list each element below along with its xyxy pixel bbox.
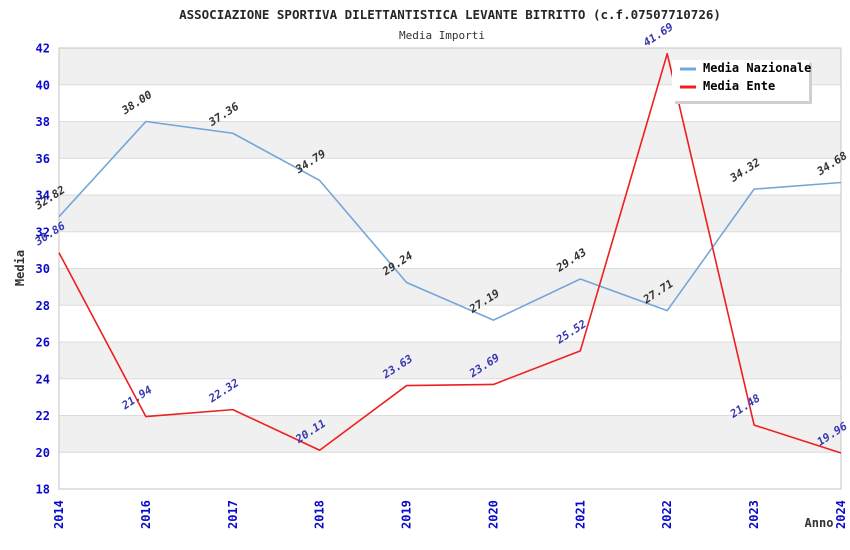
grid-band	[59, 195, 841, 232]
y-tick-label: 26	[36, 336, 50, 350]
legend-label-media-nazionale: Media Nazionale	[703, 61, 811, 75]
grid-band	[59, 268, 841, 306]
y-tick-label: 24	[36, 372, 50, 386]
grid-band	[59, 342, 841, 379]
y-tick-label: 30	[36, 262, 50, 276]
y-tick-label: 32	[36, 225, 50, 239]
grid-band	[59, 231, 841, 269]
x-tick-label: 2016	[139, 500, 153, 529]
x-tick-label: 2014	[52, 500, 66, 529]
x-tick-label: 2020	[486, 500, 500, 529]
x-tick-label: 2022	[660, 500, 674, 529]
legend-label-media-ente: Media Ente	[703, 79, 775, 93]
x-tick-label: 2017	[226, 500, 240, 529]
y-tick-label: 20	[36, 446, 50, 460]
y-tick-label: 36	[36, 152, 50, 166]
chart-subtitle: Media Importi	[399, 29, 485, 42]
y-axis-title: Media	[13, 250, 27, 286]
x-tick-label: 2018	[313, 500, 327, 529]
grid-band	[59, 415, 841, 453]
y-axis-tick-labels: 18 20 22 24 26 28 30 32 34 36 38 40 42	[36, 42, 50, 497]
plot-border-rect	[58, 47, 842, 490]
legend-box	[672, 60, 809, 101]
y-tick-label: 40	[36, 78, 50, 92]
chart-title: ASSOCIAZIONE SPORTIVA DILETTANTISTICA LE…	[179, 7, 721, 22]
legend: Media Nazionale Media Ente	[672, 60, 812, 104]
y-tick-label: 38	[36, 115, 50, 129]
x-axis-tick-labels: 2014 2016 2017 2018 2019 2020 2021 2022 2023 2024	[52, 500, 848, 529]
x-tick-label: 2023	[747, 500, 761, 529]
plot-border	[58, 47, 842, 490]
y-tick-label: 18	[36, 483, 50, 497]
series-lines	[58, 52, 842, 454]
x-tick-label: 2021	[573, 500, 587, 529]
x-tick-label: 2019	[400, 500, 414, 529]
grid-band	[59, 121, 841, 159]
grid-band	[59, 452, 841, 489]
series-line-media-ente	[58, 52, 842, 454]
x-axis-title: Anno	[805, 516, 834, 530]
y-tick-label: 22	[36, 409, 50, 423]
y-tick-label: 34	[36, 189, 50, 203]
y-tick-label: 42	[36, 42, 50, 56]
y-tick-label: 28	[36, 299, 50, 313]
series-line-media-nazionale	[58, 120, 842, 321]
grid-band	[59, 305, 841, 342]
x-tick-label: 2024	[834, 500, 848, 529]
point-label: 41.69	[641, 20, 676, 49]
grid-band	[59, 158, 841, 195]
